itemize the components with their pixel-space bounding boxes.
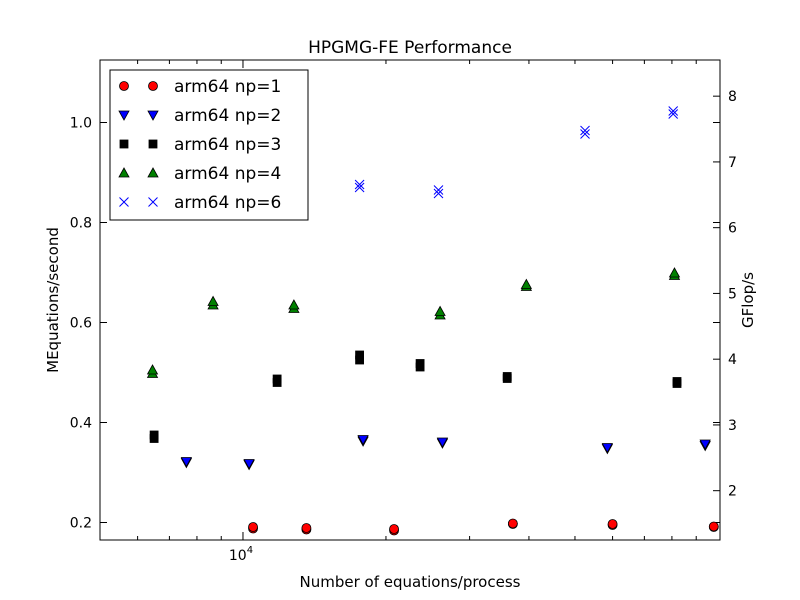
data-point (433, 185, 444, 195)
data-point (502, 372, 512, 381)
x-axis-label: Number of equations/process (300, 573, 521, 591)
y2-tick-label: 7 (728, 155, 737, 171)
y-tick-label: 0.8 (70, 216, 92, 232)
data-point (580, 129, 590, 139)
legend-label: arm64 np=3 (174, 135, 281, 155)
y2-axis-label: GFlop/s (739, 272, 757, 328)
legend-label: arm64 np=1 (174, 77, 281, 97)
y-tick-label: 0.6 (70, 316, 92, 332)
y-tick-label: 0.4 (70, 416, 92, 432)
data-point (288, 299, 300, 310)
y2-tick-label: 8 (728, 89, 737, 105)
y-axis-label: MEquations/second (44, 227, 62, 373)
legend-marker (119, 81, 129, 91)
data-point (207, 295, 219, 306)
y-tick-label: 0.2 (70, 516, 92, 532)
data-point (434, 305, 446, 316)
x-tick-label-exponent: 4 (247, 545, 253, 556)
data-point (180, 457, 193, 468)
legend-marker (119, 197, 129, 207)
data-point (354, 179, 365, 190)
legend-label: arm64 np=2 (174, 106, 281, 126)
data-point (668, 267, 681, 278)
y2-tick-label: 3 (728, 418, 737, 434)
legend-frame (109, 69, 309, 221)
data-point (149, 430, 159, 440)
data-points (146, 106, 719, 536)
data-point (248, 522, 258, 532)
data-point (146, 364, 159, 375)
data-point (415, 359, 425, 368)
legend-marker (147, 110, 159, 121)
data-point (601, 443, 614, 454)
legend-entry: arm64 np=3 (119, 135, 281, 155)
series-3 (149, 350, 682, 443)
data-point (389, 524, 399, 534)
legend-marker (118, 110, 130, 121)
series-2 (180, 435, 711, 471)
data-point (520, 278, 533, 289)
legend-marker (148, 139, 158, 149)
series-5 (354, 106, 679, 199)
legend-entry: arm64 np=4 (118, 164, 281, 184)
legend-marker (119, 139, 129, 149)
legend-entry: arm64 np=2 (118, 106, 281, 126)
x-tick-label: 104 (229, 545, 253, 564)
legend-label: arm64 np=6 (174, 193, 281, 213)
legend-label: arm64 np=4 (174, 164, 281, 184)
data-point (357, 435, 369, 446)
data-point (354, 182, 365, 193)
data-point (607, 519, 618, 529)
legend-entry: arm64 np=1 (119, 77, 281, 97)
plot-frame (99, 59, 721, 541)
data-point (672, 377, 682, 386)
legend-marker (147, 167, 159, 178)
data-point (668, 109, 679, 119)
data-point (301, 523, 312, 533)
data-point (436, 437, 449, 448)
data-point (243, 459, 255, 470)
data-point (355, 350, 364, 360)
data-point (433, 188, 444, 199)
legend-marker (148, 197, 158, 207)
data-point (272, 374, 282, 384)
y2-tick-label: 6 (728, 221, 737, 237)
data-point (668, 106, 679, 116)
data-point (580, 125, 590, 136)
data-point (507, 518, 518, 529)
y2-tick-label: 4 (728, 352, 737, 368)
y-tick-label: 1.0 (70, 116, 92, 132)
legend-marker (148, 81, 158, 91)
legend-marker (118, 167, 130, 178)
data-point (699, 439, 711, 450)
series-1 (248, 518, 719, 536)
data-point (708, 521, 719, 532)
x-tick-label-base: 10 (229, 548, 247, 564)
legend: arm64 np=1 arm64 np=2 arm64 np=3 arm64 np=4… (109, 69, 309, 221)
chart-title: HPGMG-FE Performance (308, 38, 512, 58)
series-4 (146, 267, 681, 378)
y2-tick-label: 5 (728, 286, 737, 302)
legend-entry: arm64 np=6 (119, 193, 281, 213)
y2-tick-label: 2 (728, 484, 737, 500)
